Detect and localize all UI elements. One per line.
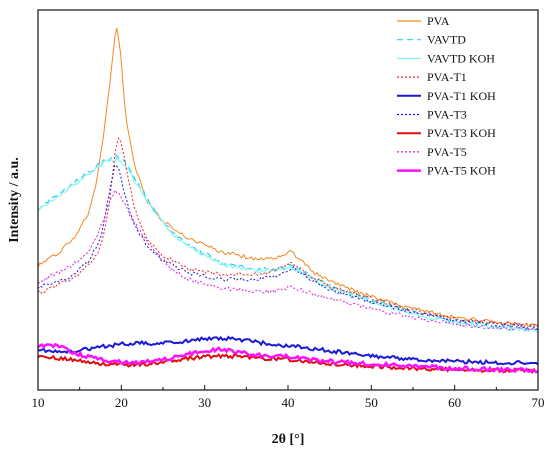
x-tick-label: 50 xyxy=(365,395,378,410)
legend: PVA VAVTD VAVTD KOH PVA-T1 PVA-T1 KOH PVA-T3 P… xyxy=(397,14,496,178)
x-axis-label: 2θ [°] xyxy=(272,432,305,447)
legend-label-5: PVA-T1 KOH xyxy=(427,89,496,103)
series-line-5 xyxy=(37,335,539,366)
y-axis-label: Intensity / a.u. xyxy=(7,157,22,243)
series-line-2 xyxy=(37,154,539,331)
legend-label-6: PVA-T3 xyxy=(427,108,467,122)
legend-label-1: PVA xyxy=(427,14,450,28)
series-line-4 xyxy=(37,137,539,327)
x-tick-label: 10 xyxy=(32,395,45,410)
legend-label-4: PVA-T1 xyxy=(427,70,467,84)
x-tick-label: 40 xyxy=(282,395,295,410)
x-tick-label: 30 xyxy=(198,395,211,410)
series-line-3 xyxy=(37,157,539,333)
plot-area xyxy=(37,28,539,374)
x-tick-label: 70 xyxy=(532,395,545,410)
legend-label-8: PVA-T5 xyxy=(427,145,467,159)
legend-label-3: VAVTD KOH xyxy=(427,51,495,65)
series-line-9 xyxy=(37,342,539,374)
series-line-6 xyxy=(37,163,539,330)
x-tick-label: 20 xyxy=(115,395,128,410)
x-tick-label: 60 xyxy=(448,395,461,410)
plot-frame xyxy=(37,9,539,391)
series-line-8 xyxy=(37,189,539,332)
legend-label-2: VAVTD xyxy=(427,33,466,47)
legend-label-9: PVA-T5 KOH xyxy=(427,164,496,178)
x-axis: 10 20 30 40 50 60 70 xyxy=(32,385,545,410)
legend-label-7: PVA-T3 KOH xyxy=(427,126,496,140)
